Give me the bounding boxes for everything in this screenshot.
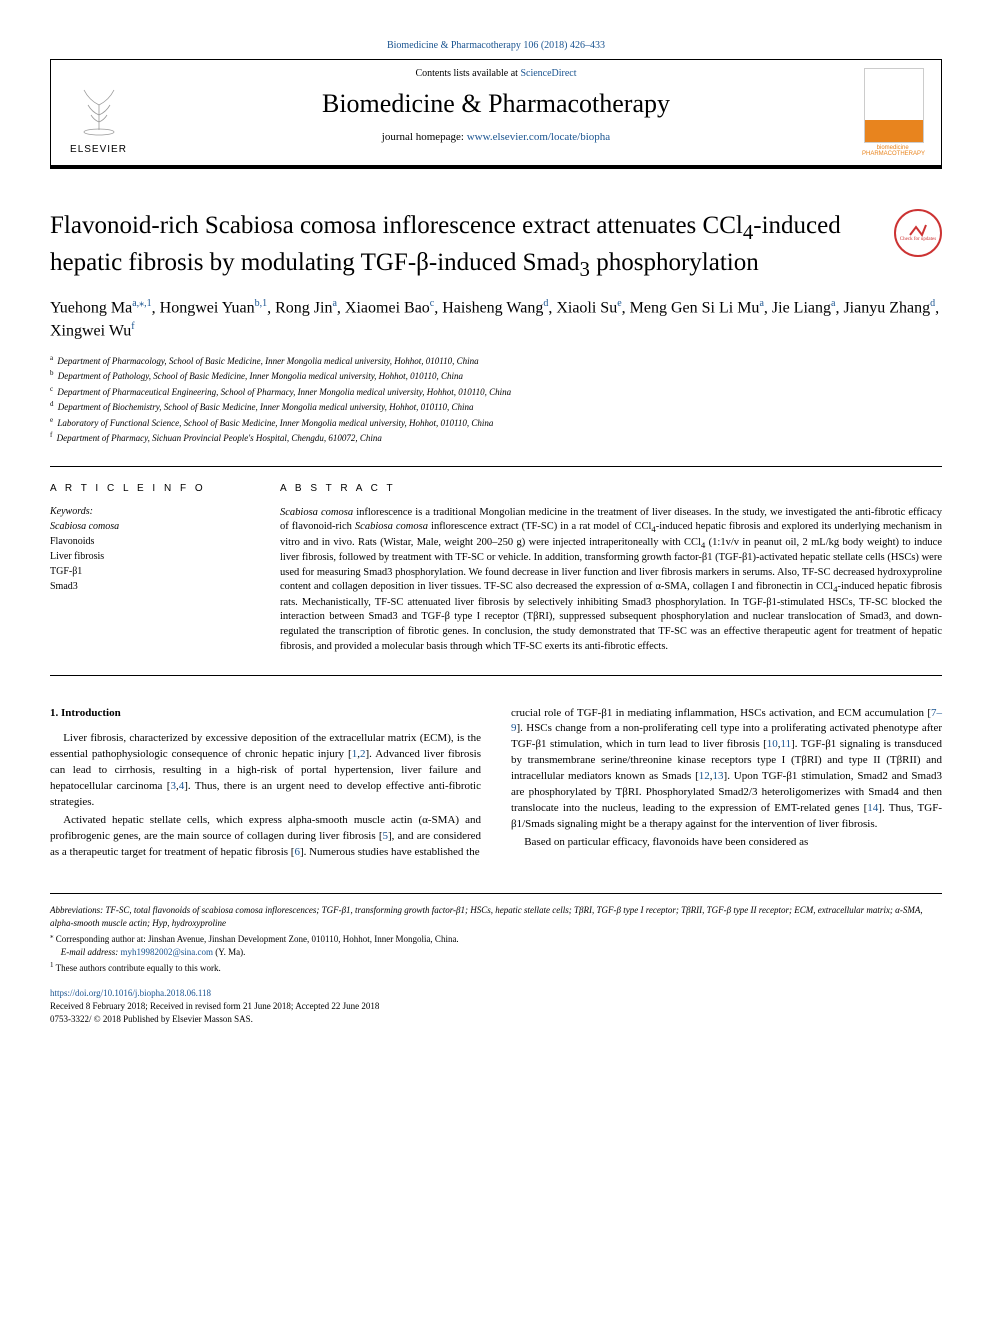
equal-contribution: 1 These authors contribute equally to th… [50, 960, 942, 976]
body-columns: 1. Introduction Liver fibrosis, characte… [50, 706, 942, 863]
intro-p1: Liver fibrosis, characterized by excessi… [50, 731, 481, 811]
cover-thumbnail [864, 68, 924, 143]
publisher-logo: ELSEVIER [51, 60, 146, 165]
header-citation: Biomedicine & Pharmacotherapy 106 (2018)… [50, 40, 942, 51]
abstract-text: Scabiosa comosa inflorescence is a tradi… [280, 506, 942, 655]
abbreviations: Abbreviations: TF-SC, total flavonoids o… [50, 904, 942, 931]
cover-caption: biomedicine PHARMACOTHERAPY [854, 145, 933, 157]
intro-heading: 1. Introduction [50, 706, 481, 722]
ref-link[interactable]: 1 [352, 748, 358, 760]
article-info-heading: A R T I C L E I N F O [50, 483, 250, 494]
elsevier-tree-icon [64, 70, 134, 140]
corr-text: Corresponding author at: Jinshan Avenue,… [54, 934, 459, 944]
body-column-left: 1. Introduction Liver fibrosis, characte… [50, 706, 481, 863]
sciencedirect-link[interactable]: ScienceDirect [520, 68, 576, 79]
email-label: E-mail address: [61, 947, 121, 957]
authors: Yuehong Maa,⁎,1, Hongwei Yuanb,1, Rong J… [50, 297, 942, 342]
doi-section: https://doi.org/10.1016/j.biopha.2018.06… [50, 987, 942, 1025]
divider-2 [50, 675, 942, 676]
article-title: Flavonoid-rich Scabiosa comosa infloresc… [50, 209, 874, 283]
crossmark-icon [908, 223, 928, 237]
divider [50, 466, 942, 467]
article-info: A R T I C L E I N F O Keywords: Scabiosa… [50, 483, 250, 655]
ref-link[interactable]: 13 [713, 770, 724, 782]
ref-link[interactable]: 11 [781, 738, 792, 750]
homepage-link[interactable]: www.elsevier.com/locate/biopha [467, 131, 610, 143]
contents-prefix: Contents lists available at [415, 68, 520, 79]
header-citation-link[interactable]: Biomedicine & Pharmacotherapy 106 (2018)… [387, 40, 605, 51]
equal-text: These authors contribute equally to this… [54, 963, 221, 973]
corresponding-author: ⁎ Corresponding author at: Jinshan Avenu… [50, 931, 942, 947]
email-suffix: (Y. Ma). [213, 947, 245, 957]
abstract: A B S T R A C T Scabiosa comosa inflores… [280, 483, 942, 655]
publisher-name: ELSEVIER [70, 144, 127, 155]
page: Biomedicine & Pharmacotherapy 106 (2018)… [0, 0, 992, 1055]
doi-link[interactable]: https://doi.org/10.1016/j.biopha.2018.06… [50, 988, 211, 998]
footer: Abbreviations: TF-SC, total flavonoids o… [50, 893, 942, 1025]
ref-link[interactable]: 6 [294, 846, 300, 858]
abstract-heading: A B S T R A C T [280, 483, 942, 494]
body-column-right: crucial role of TGF-β1 in mediating infl… [511, 706, 942, 863]
info-abstract-row: A R T I C L E I N F O Keywords: Scabiosa… [50, 483, 942, 655]
homepage-prefix: journal homepage: [382, 131, 467, 143]
journal-name: Biomedicine & Pharmacotherapy [146, 89, 846, 119]
journal-homepage: journal homepage: www.elsevier.com/locat… [146, 131, 846, 143]
journal-header-center: Contents lists available at ScienceDirec… [146, 60, 846, 165]
ref-link[interactable]: 2 [360, 748, 366, 760]
keywords-label: Keywords: [50, 506, 250, 517]
email-link[interactable]: myh19982002@sina.com [120, 947, 213, 957]
ref-link[interactable]: 7–9 [511, 707, 942, 735]
abbrev-text: TF-SC, total flavonoids of scabiosa como… [50, 905, 923, 929]
intro-p4: Based on particular efficacy, flavonoids… [511, 835, 942, 851]
keywords: Scabiosa comosaFlavonoidsLiver fibrosisT… [50, 519, 250, 594]
received-dates: Received 8 February 2018; Received in re… [50, 1000, 942, 1013]
intro-p2: Activated hepatic stellate cells, which … [50, 813, 481, 861]
article-title-row: Flavonoid-rich Scabiosa comosa infloresc… [50, 209, 942, 283]
contents-line: Contents lists available at ScienceDirec… [146, 68, 846, 79]
intro-p3: crucial role of TGF-β1 in mediating infl… [511, 706, 942, 834]
ref-link[interactable]: 12 [699, 770, 710, 782]
crossmark-text: Check for updates [900, 237, 936, 243]
affiliations: a Department of Pharmacology, School of … [50, 353, 942, 446]
crossmark-badge[interactable]: Check for updates [894, 209, 942, 257]
ref-link[interactable]: 3 [170, 780, 176, 792]
copyright: 0753-3322/ © 2018 Published by Elsevier … [50, 1013, 942, 1026]
email-line: E-mail address: myh19982002@sina.com (Y.… [50, 946, 942, 960]
ref-link[interactable]: 10 [767, 738, 778, 750]
journal-header: ELSEVIER Contents lists available at Sci… [50, 59, 942, 169]
abbrev-label: Abbreviations: [50, 905, 103, 915]
ref-link[interactable]: 4 [179, 780, 185, 792]
ref-link[interactable]: 5 [383, 830, 389, 842]
ref-link[interactable]: 14 [867, 802, 878, 814]
journal-cover: biomedicine PHARMACOTHERAPY [846, 60, 941, 165]
